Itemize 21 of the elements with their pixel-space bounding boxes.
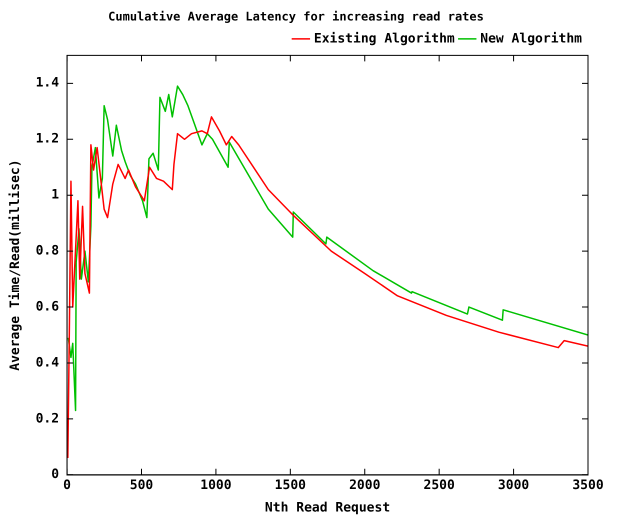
x-tick-label: 3000 [498, 478, 530, 493]
y-tick-label: 0.8 [36, 243, 60, 258]
x-tick-label: 500 [130, 478, 154, 493]
legend-label: New Algorithm [480, 31, 582, 46]
chart-title: Cumulative Average Latency for increasing read rates [108, 9, 484, 24]
legend-label: Existing Algorithm [314, 31, 455, 46]
y-tick-label: 0 [51, 467, 60, 482]
x-tick-label: 2500 [424, 478, 455, 493]
x-tick-label: 1500 [274, 478, 306, 493]
y-axis-title: Average Time/Read(millisec) [8, 159, 24, 371]
x-tick-label: 0 [63, 478, 72, 493]
y-tick-label: 0.2 [36, 411, 60, 426]
x-tick-label: 3500 [572, 478, 604, 493]
y-tick-label: 1 [51, 188, 60, 203]
y-tick-label: 1.4 [36, 76, 60, 91]
y-tick-label: 0.6 [36, 299, 60, 314]
y-tick-label: 0.4 [36, 355, 60, 370]
y-tick-label: 1.2 [36, 132, 60, 147]
x-tick-label: 1000 [200, 478, 232, 493]
x-tick-label: 2000 [349, 478, 381, 493]
x-axis-title: Nth Read Request [264, 500, 390, 516]
